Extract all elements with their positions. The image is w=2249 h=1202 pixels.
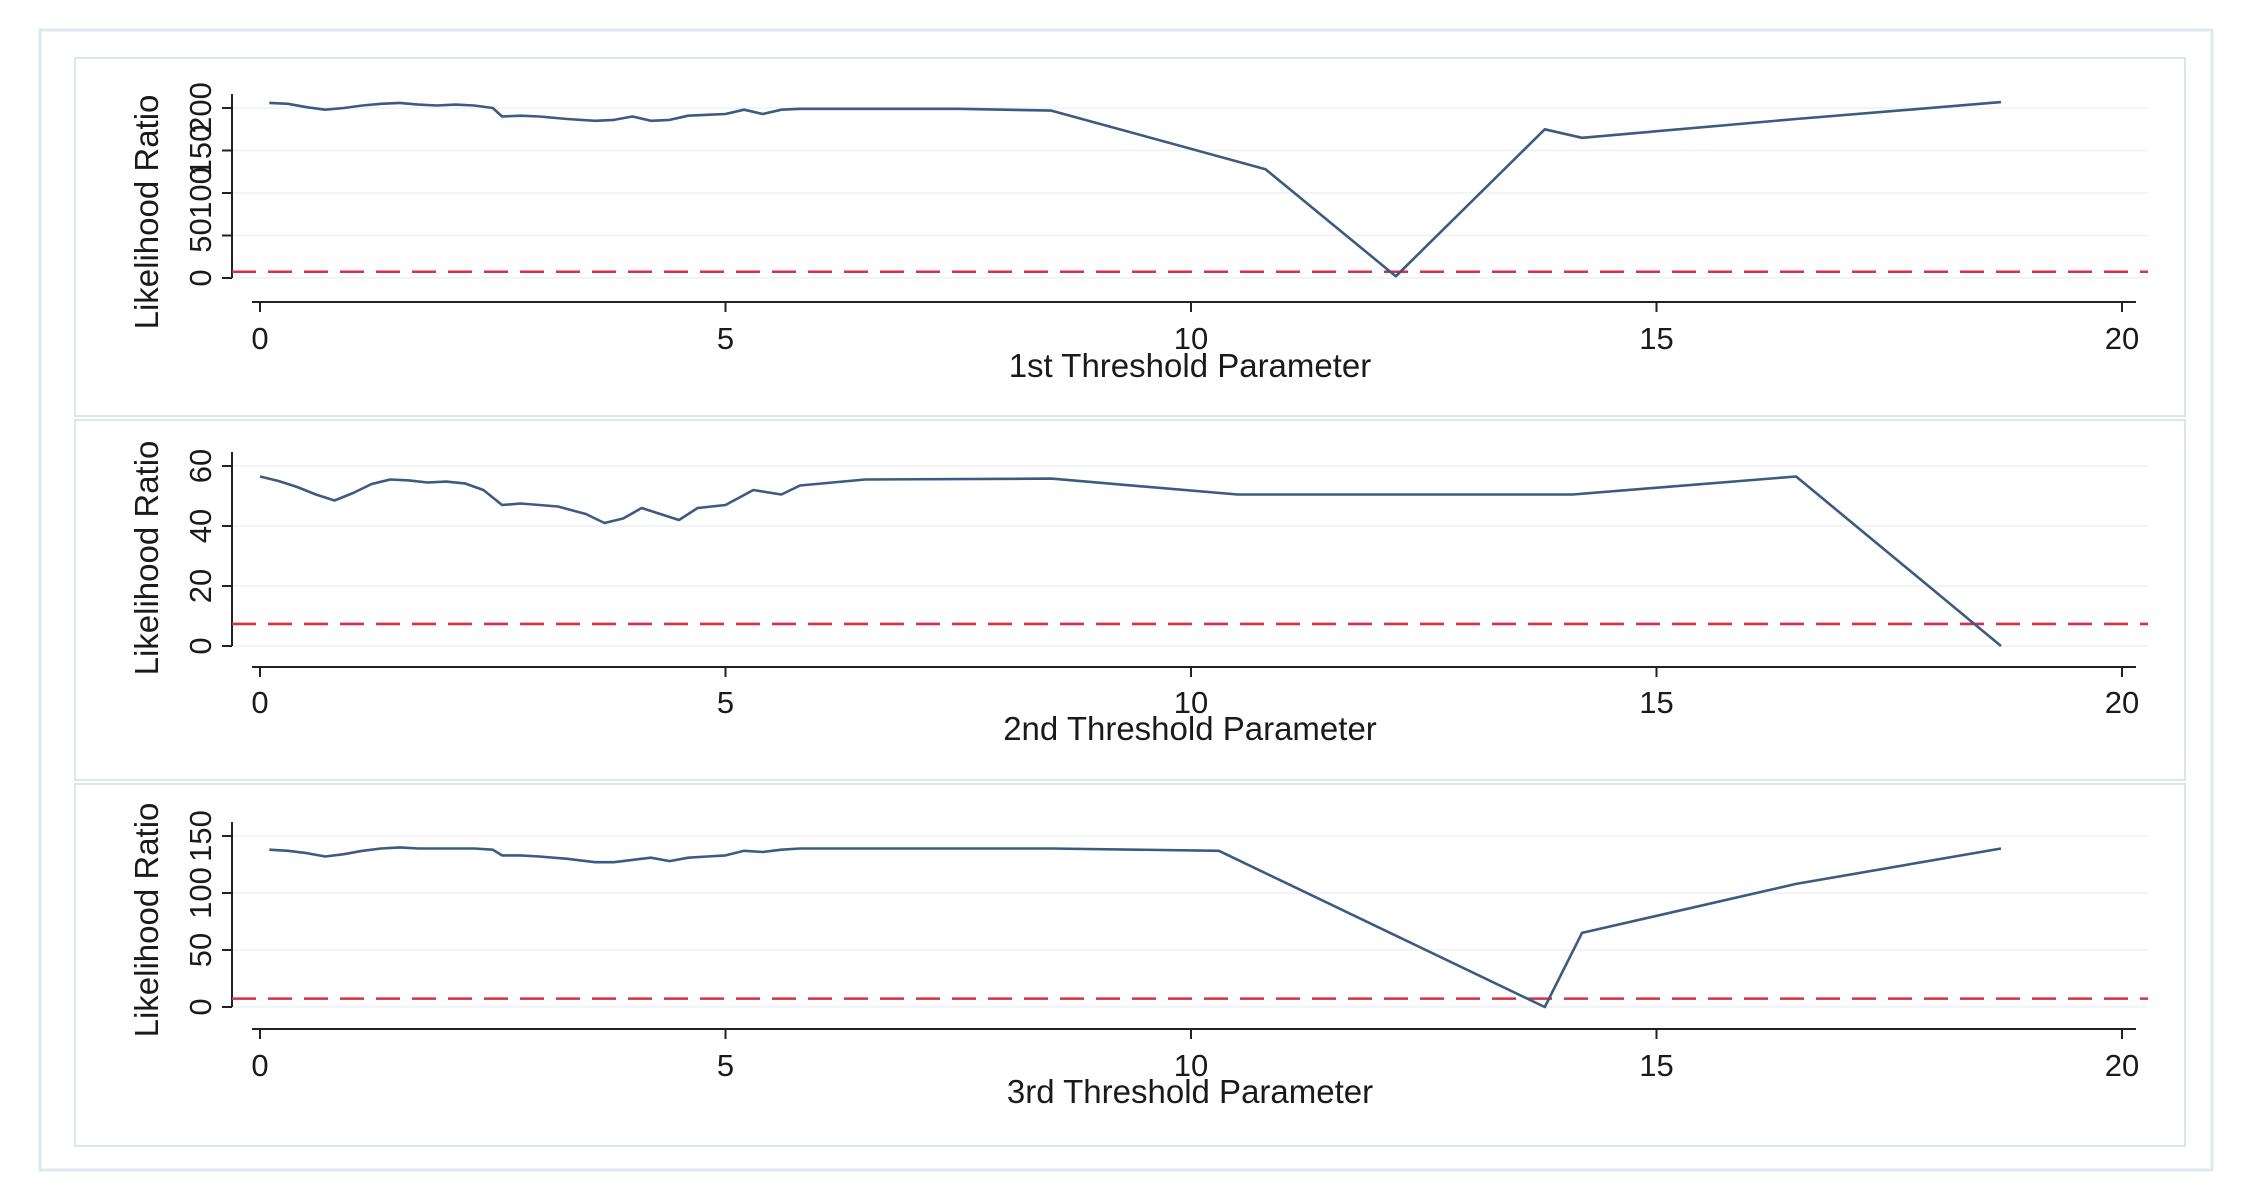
y-tick-label: 150 [183, 810, 218, 862]
panel-frame [74, 783, 2186, 1147]
y-tick-label: 200 [183, 82, 218, 134]
y-tick-label: 150 [183, 125, 218, 177]
panel-1st-threshold: 1st Threshold Parameter Likelihood Ratio… [74, 57, 2186, 417]
likelihood-ratio-line [269, 100, 2002, 278]
x-tick-label: 15 [1639, 685, 1673, 720]
panel-2nd-threshold: 2nd Threshold Parameter Likelihood Ratio… [74, 419, 2186, 781]
y-tick-label: 50 [183, 933, 218, 967]
x-tick-label: 5 [717, 685, 734, 720]
y-tick-label: 40 [183, 509, 218, 543]
x-tick-label: 20 [2105, 321, 2139, 356]
x-tick-label: 5 [717, 1048, 734, 1083]
x-tick-label: 10 [1174, 1048, 1208, 1083]
x-axis-title: 2nd Threshold Parameter [1003, 710, 1377, 747]
x-axis-title: 1st Threshold Parameter [1009, 347, 1372, 384]
y-tick-label: 20 [183, 569, 218, 603]
x-tick-label: 15 [1639, 1048, 1673, 1083]
likelihood-ratio-line [259, 475, 2002, 648]
x-tick-label: 20 [2105, 1048, 2139, 1083]
x-axis-title: 3rd Threshold Parameter [1007, 1073, 1373, 1110]
y-tick-label: 100 [183, 167, 218, 219]
x-tick-label: 10 [1174, 685, 1208, 720]
x-tick-label: 0 [251, 685, 268, 720]
likelihood-ratio-line [269, 846, 2002, 1009]
y-axis-title: Likelihood Ratio [128, 441, 165, 676]
x-tick-label: 10 [1174, 321, 1208, 356]
y-axis-title: Likelihood Ratio [128, 803, 165, 1038]
x-tick-label: 5 [717, 321, 734, 356]
y-tick-label: 0 [183, 998, 218, 1015]
x-tick-label: 0 [251, 1048, 268, 1083]
y-tick-label: 100 [183, 867, 218, 919]
panel-frame [74, 57, 2186, 417]
y-axis-title: Likelihood Ratio [128, 95, 165, 330]
y-tick-label: 0 [183, 269, 218, 286]
x-tick-label: 15 [1639, 321, 1673, 356]
y-tick-label: 0 [183, 637, 218, 654]
x-tick-label: 0 [251, 321, 268, 356]
y-tick-label: 50 [183, 218, 218, 252]
panel-frame [74, 419, 2186, 781]
panel-3rd-threshold: 3rd Threshold Parameter Likelihood Ratio… [74, 783, 2186, 1147]
y-tick-label: 60 [183, 449, 218, 483]
x-tick-label: 20 [2105, 685, 2139, 720]
